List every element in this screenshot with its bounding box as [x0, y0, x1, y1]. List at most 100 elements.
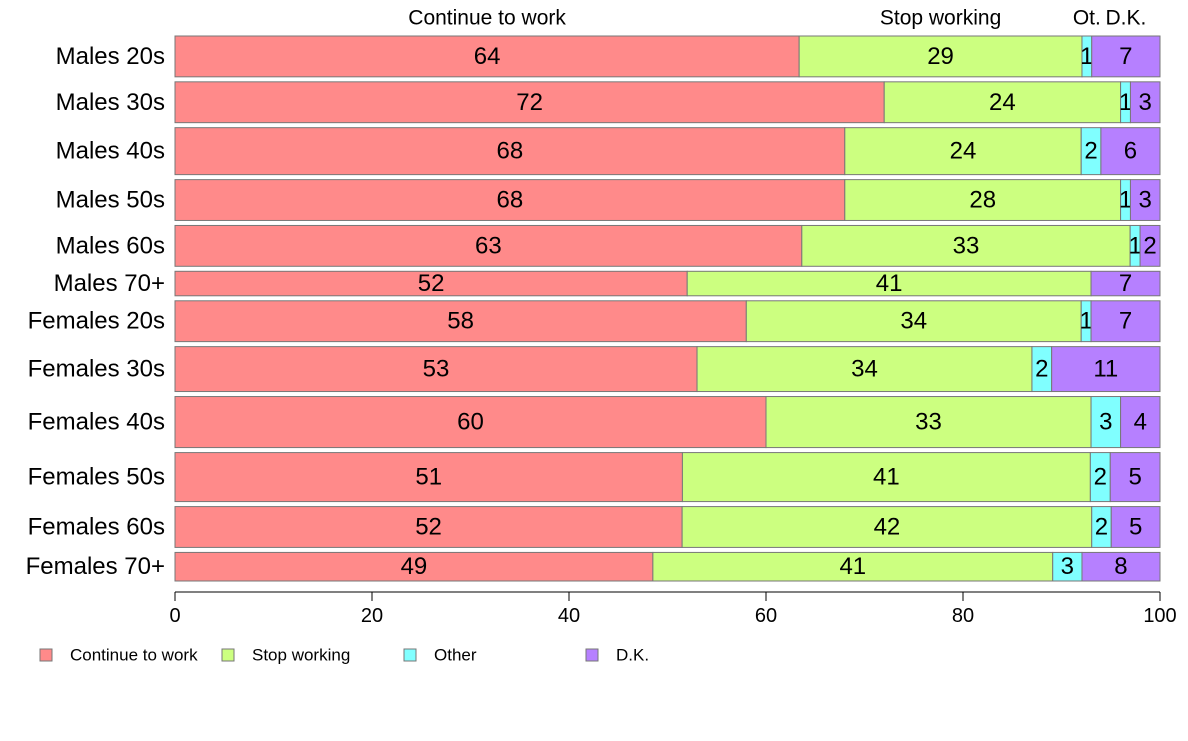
data-label-females-70-continue-to-work: 49 — [401, 553, 428, 580]
bar-segment-males-50s-stop-working — [844, 179, 1122, 221]
data-label-males-60s-other: 1 — [1128, 232, 1141, 259]
data-label-females-60s-stop-working: 42 — [874, 514, 901, 541]
data-label-males-40s-d-k: 6 — [1124, 138, 1137, 165]
bar-segment-males-60s-continue-to-work — [174, 224, 803, 267]
bar-segment-males-40s-stop-working — [844, 127, 1082, 176]
row-label-males-40s: Males 40s — [56, 138, 165, 165]
bar-segment-males-20s-stop-working — [798, 35, 1083, 78]
x-tick-label-60: 60 — [755, 605, 777, 627]
data-label-females-60s-continue-to-work: 52 — [415, 514, 442, 541]
row-label-males-70: Males 70+ — [54, 270, 165, 297]
data-label-females-30s-other: 2 — [1035, 356, 1048, 383]
row-label-females-30s: Females 30s — [28, 356, 165, 383]
legend-swatch-other — [403, 648, 417, 662]
row-label-males-50s: Males 50s — [56, 187, 165, 214]
row-label-males-60s: Males 60s — [56, 232, 165, 259]
row-label-males-30s: Males 30s — [56, 89, 165, 116]
data-label-males-20s-stop-working: 29 — [927, 43, 954, 70]
row-label-females-20s: Females 20s — [28, 308, 165, 335]
data-label-males-60s-d-k: 2 — [1143, 232, 1156, 259]
bar-segment-females-60s-d-k — [1110, 506, 1161, 548]
data-label-males-30s-stop-working: 24 — [989, 89, 1016, 116]
data-label-females-50s-other: 2 — [1094, 464, 1107, 491]
data-label-females-40s-other: 3 — [1099, 409, 1112, 436]
data-label-males-50s-stop-working: 28 — [969, 187, 996, 214]
legend-swatch-d-k — [585, 648, 599, 662]
data-label-males-60s-stop-working: 33 — [953, 232, 980, 259]
data-label-females-30s-stop-working: 34 — [851, 356, 878, 383]
data-label-males-40s-stop-working: 24 — [950, 138, 977, 165]
data-label-females-60s-d-k: 5 — [1129, 514, 1142, 541]
bar-segment-females-70-d-k — [1081, 551, 1161, 582]
data-label-males-20s-d-k: 7 — [1119, 43, 1132, 70]
data-label-males-50s-continue-to-work: 68 — [497, 187, 524, 214]
data-label-females-20s-stop-working: 34 — [900, 308, 927, 335]
data-label-males-20s-other: 1 — [1080, 43, 1093, 70]
data-label-males-30s-continue-to-work: 72 — [516, 89, 543, 116]
x-tick-label-100: 100 — [1143, 605, 1176, 627]
bar-segment-females-20s-stop-working — [745, 300, 1082, 343]
bar-segment-males-40s-continue-to-work — [174, 127, 846, 176]
bar-segment-females-40s-d-k — [1120, 396, 1161, 449]
data-label-females-70-other: 3 — [1061, 553, 1074, 580]
data-label-males-60s-continue-to-work: 63 — [475, 232, 502, 259]
bar-segment-males-60s-stop-working — [801, 224, 1131, 267]
bar-segment-females-20s-continue-to-work — [174, 300, 747, 343]
bar-segment-females-70-stop-working — [652, 551, 1054, 582]
x-tick-label-80: 80 — [952, 605, 974, 627]
legend-label-other: Other — [434, 646, 477, 665]
top-label-ot: Ot. — [1073, 7, 1101, 30]
data-label-males-30s-other: 1 — [1119, 89, 1132, 116]
legend-label-d-k: D.K. — [616, 646, 649, 665]
legend-swatch-stop-working — [221, 648, 235, 662]
data-label-males-70-stop-working: 41 — [876, 270, 903, 297]
row-label-females-70: Females 70+ — [26, 553, 165, 580]
top-label-continue-to-work: Continue to work — [408, 7, 566, 30]
data-label-females-40s-continue-to-work: 60 — [457, 409, 484, 436]
x-tick-label-20: 20 — [361, 605, 383, 627]
row-label-females-50s: Females 50s — [28, 464, 165, 491]
data-label-females-60s-other: 2 — [1095, 514, 1108, 541]
data-label-males-40s-continue-to-work: 68 — [497, 138, 524, 165]
data-label-females-50s-stop-working: 41 — [873, 464, 900, 491]
row-label-females-60s: Females 60s — [28, 514, 165, 541]
bar-segment-males-70-d-k — [1090, 270, 1161, 297]
x-tick-label-40: 40 — [558, 605, 580, 627]
bar-segment-males-50s-continue-to-work — [174, 179, 846, 221]
bar-segment-females-40s-continue-to-work — [174, 396, 767, 449]
bar-segment-females-50s-d-k — [1109, 452, 1161, 503]
data-label-males-30s-d-k: 3 — [1139, 89, 1152, 116]
data-label-males-20s-continue-to-work: 64 — [474, 43, 501, 70]
bar-segment-males-30s-continue-to-work — [174, 81, 885, 124]
legend-label-stop-working: Stop working — [252, 646, 350, 665]
bar-segment-females-40s-stop-working — [765, 396, 1092, 449]
legend-label-continue-to-work: Continue to work — [70, 646, 198, 665]
data-label-females-50s-d-k: 5 — [1128, 464, 1141, 491]
data-label-females-50s-continue-to-work: 51 — [415, 464, 442, 491]
bar-segment-females-60s-continue-to-work — [174, 506, 683, 548]
bar-segment-females-30s-stop-working — [696, 346, 1033, 393]
bar-segment-females-30s-continue-to-work — [174, 346, 698, 393]
data-label-females-30s-continue-to-work: 53 — [423, 356, 450, 383]
data-label-females-20s-d-k: 7 — [1119, 308, 1132, 335]
bar-segment-males-50s-d-k — [1129, 179, 1161, 221]
bar-segment-males-70-stop-working — [686, 270, 1092, 297]
data-label-females-70-stop-working: 41 — [839, 553, 866, 580]
legend-swatch-continue-to-work — [39, 648, 53, 662]
top-label-stop-working: Stop working — [880, 7, 1001, 30]
data-label-females-30s-d-k: 11 — [1093, 356, 1118, 383]
bar-segment-females-70-other — [1052, 551, 1083, 582]
data-label-males-40s-other: 2 — [1084, 138, 1097, 165]
bar-segment-males-30s-stop-working — [883, 81, 1122, 124]
bar-segment-females-20s-d-k — [1090, 300, 1161, 343]
data-label-females-40s-stop-working: 33 — [915, 409, 942, 436]
bar-segment-females-60s-stop-working — [681, 506, 1093, 548]
data-label-males-70-continue-to-work: 52 — [418, 270, 445, 297]
data-label-females-20s-other: 1 — [1079, 308, 1092, 335]
bar-segment-females-70-continue-to-work — [174, 551, 654, 582]
bar-segment-females-50s-stop-working — [681, 452, 1091, 503]
data-label-males-50s-d-k: 3 — [1139, 187, 1152, 214]
bar-segment-males-40s-d-k — [1100, 127, 1161, 176]
